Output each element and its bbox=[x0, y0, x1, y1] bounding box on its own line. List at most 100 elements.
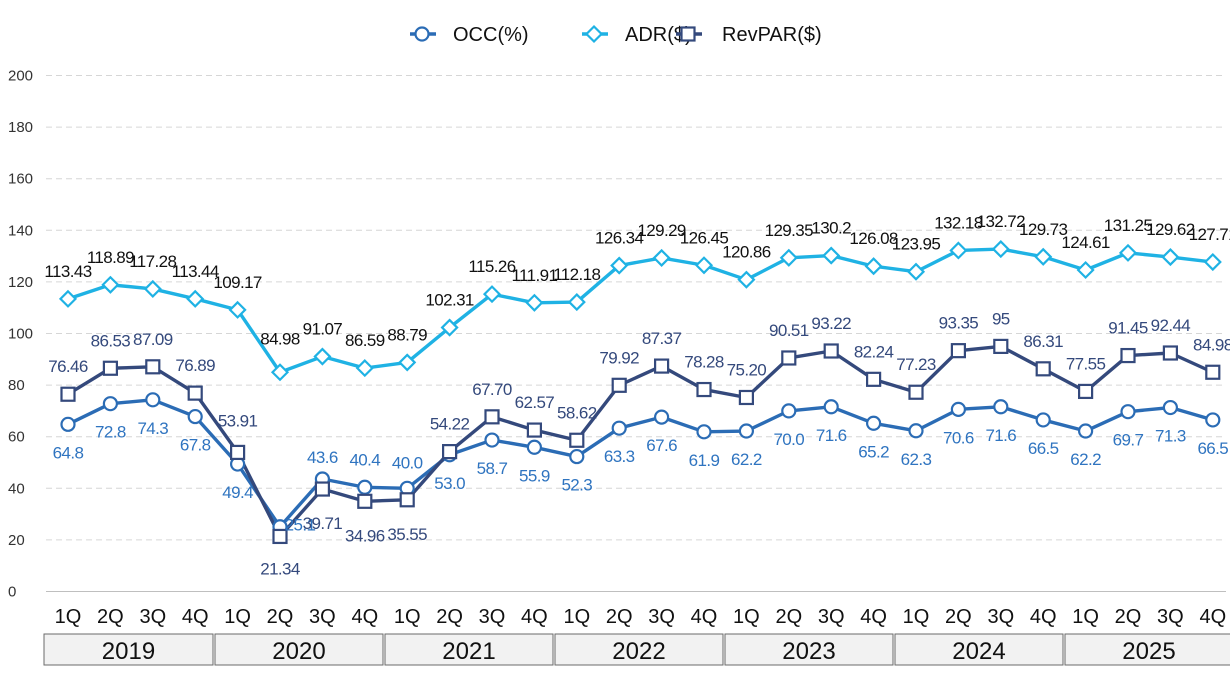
data-point bbox=[272, 528, 288, 545]
data-point bbox=[567, 293, 586, 312]
data-label: 93.35 bbox=[939, 314, 979, 333]
data-point bbox=[1120, 347, 1136, 364]
data-point bbox=[781, 350, 797, 366]
data-point bbox=[1120, 404, 1136, 420]
y-tick-label: 200 bbox=[8, 68, 33, 85]
data-label: 35.55 bbox=[387, 525, 427, 544]
data-point bbox=[865, 415, 882, 431]
year-axis: 2019 2020 2021 2022 2023 2024 2025 bbox=[43, 633, 1230, 666]
data-label: 67.70 bbox=[472, 380, 512, 399]
year-box bbox=[43, 633, 214, 666]
legend-label: OCC(%) bbox=[453, 24, 529, 46]
y-tick-label: 20 bbox=[8, 532, 25, 549]
x-tick-label: 2Q bbox=[945, 606, 972, 628]
data-label: 58.7 bbox=[477, 459, 508, 478]
x-tick-label: 3Q bbox=[648, 606, 675, 628]
y-tick-label: 160 bbox=[8, 171, 33, 188]
data-point bbox=[864, 257, 883, 276]
legend-label: RevPAR($) bbox=[722, 24, 822, 46]
data-label: 86.59 bbox=[345, 331, 385, 350]
data-label: 39.71 bbox=[303, 514, 343, 533]
data-label: 77.55 bbox=[1066, 354, 1106, 373]
data-point bbox=[58, 289, 78, 308]
data-label: 74.3 bbox=[137, 419, 168, 438]
data-label: 70.0 bbox=[773, 430, 804, 449]
data-point bbox=[1162, 345, 1179, 361]
series-markers bbox=[58, 240, 1222, 545]
data-point bbox=[950, 343, 967, 359]
data-label: 69.7 bbox=[1113, 431, 1144, 450]
data-label: 113.44 bbox=[172, 262, 219, 281]
data-point bbox=[694, 256, 714, 275]
data-point bbox=[440, 318, 459, 337]
data-label: 95 bbox=[992, 309, 1010, 328]
data-label: 62.2 bbox=[731, 450, 762, 469]
data-label: 132.18 bbox=[934, 213, 983, 232]
data-label: 71.3 bbox=[1155, 427, 1186, 446]
y-axis: 0 20 40 60 80 100 120 140 160 180 200 bbox=[8, 68, 33, 601]
data-point bbox=[187, 385, 203, 401]
data-point bbox=[143, 279, 162, 298]
data-label: 132.72 bbox=[977, 212, 1026, 231]
data-point bbox=[993, 399, 1009, 415]
data-point bbox=[399, 492, 415, 508]
legend-marker bbox=[414, 26, 430, 42]
data-point bbox=[60, 386, 76, 402]
data-point bbox=[652, 248, 671, 267]
year-box bbox=[554, 633, 724, 666]
data-point bbox=[1118, 243, 1138, 262]
data-label: 79.92 bbox=[599, 348, 639, 367]
data-label: 52.3 bbox=[561, 476, 592, 495]
data-label: 58.62 bbox=[557, 403, 597, 422]
data-point bbox=[525, 293, 544, 312]
data-label: 67.6 bbox=[646, 436, 677, 455]
data-label: 53.91 bbox=[218, 411, 258, 430]
chart-grid bbox=[46, 75, 1226, 592]
data-point bbox=[145, 392, 161, 408]
data-label: 65.2 bbox=[858, 442, 889, 461]
legend-marker bbox=[680, 26, 696, 42]
data-label: 127.71 bbox=[1189, 225, 1230, 244]
data-point bbox=[1162, 399, 1179, 416]
year-label: 2024 bbox=[952, 638, 1005, 665]
data-point bbox=[696, 424, 712, 440]
x-tick-label: 2Q bbox=[606, 606, 633, 628]
data-label: 62.57 bbox=[515, 393, 555, 412]
data-label: 21.34 bbox=[260, 559, 300, 578]
x-tick-label: 3Q bbox=[818, 606, 845, 628]
data-point bbox=[611, 420, 627, 436]
data-point bbox=[822, 246, 841, 265]
data-label: 76.46 bbox=[48, 357, 88, 376]
data-point bbox=[270, 363, 290, 382]
data-point bbox=[906, 262, 926, 281]
data-point bbox=[357, 493, 373, 509]
x-tick-label: 3Q bbox=[309, 606, 336, 628]
y-tick-label: 100 bbox=[8, 326, 33, 343]
year-box bbox=[1064, 633, 1230, 666]
data-labels: 64.8 72.8 74.3 67.8 49.4 25.1 43.6 40.4 40.0 53.0… bbox=[44, 212, 1230, 578]
x-tick-label: 3Q bbox=[139, 606, 166, 628]
x-tick-label: 4Q bbox=[521, 606, 548, 628]
data-label: 66.5 bbox=[1197, 439, 1228, 458]
data-label: 66.5 bbox=[1028, 439, 1059, 458]
x-tick-label: 3Q bbox=[479, 606, 506, 628]
data-label: 115.26 bbox=[468, 257, 515, 276]
legend-item: OCC(%) bbox=[410, 24, 529, 46]
data-point bbox=[442, 444, 458, 460]
data-label: 87.09 bbox=[133, 330, 173, 349]
data-point bbox=[865, 371, 882, 387]
data-point bbox=[908, 423, 924, 439]
legend-marker bbox=[584, 24, 604, 44]
data-point bbox=[230, 444, 246, 461]
data-label: 118.89 bbox=[87, 248, 134, 267]
data-label: 126.34 bbox=[595, 229, 644, 248]
x-tick-label: 1Q bbox=[563, 606, 590, 628]
data-label: 71.6 bbox=[816, 426, 847, 445]
data-label: 67.8 bbox=[180, 436, 211, 455]
data-label: 40.0 bbox=[392, 453, 423, 472]
x-tick-label: 2Q bbox=[1115, 606, 1142, 628]
data-point bbox=[823, 399, 839, 415]
data-label: 70.6 bbox=[943, 428, 974, 447]
data-point bbox=[357, 479, 373, 495]
data-point bbox=[314, 481, 330, 497]
